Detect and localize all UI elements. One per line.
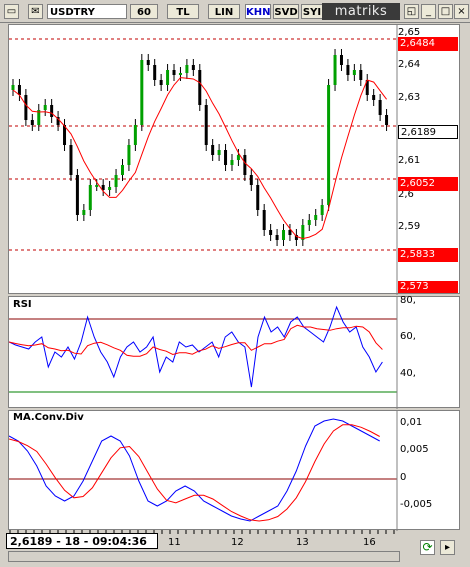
macd-signal-line	[9, 424, 380, 522]
matriks-logo: matriks	[322, 3, 400, 20]
macd-title: MA.Conv.Div	[13, 412, 84, 423]
date-label: 12	[231, 537, 244, 548]
tl-button[interactable]: TL	[167, 4, 199, 19]
level-tag: 2,6484	[398, 37, 458, 51]
macd-line	[9, 418, 380, 522]
status-readout: 2,6189 - 18 - 09:04:36	[6, 533, 158, 549]
price-panel	[8, 24, 460, 295]
macd-tick: -0,005	[400, 499, 433, 510]
khn-button[interactable]: KHN	[245, 4, 271, 19]
level-tag: 2,573	[398, 281, 458, 293]
price-chart	[9, 25, 398, 295]
maximize-icon[interactable]: □	[438, 4, 453, 19]
zoom-icon[interactable]: ◱	[404, 4, 419, 19]
price-tick: 2,65	[398, 27, 421, 38]
minimize-icon[interactable]: _	[421, 4, 436, 19]
rsi-panel	[8, 296, 460, 409]
refresh-icon[interactable]: ⟳	[420, 540, 435, 555]
rsi-tick: 60,	[400, 331, 416, 342]
price-tick: 2,6	[398, 189, 414, 200]
price-tick: 2,64	[398, 59, 421, 70]
current-price-tag: 2,6189	[398, 125, 458, 139]
moving-average-line	[12, 77, 387, 240]
window-icon[interactable]: ▭	[4, 4, 19, 19]
date-label: 16	[363, 537, 376, 548]
level-tag: 2,5833	[398, 248, 458, 262]
rsi-signal-line	[9, 324, 383, 357]
rsi-chart	[9, 297, 398, 409]
rsi-tick: 40,	[400, 368, 416, 379]
expand-icon[interactable]: ▸	[440, 540, 455, 555]
macd-tick: 0	[400, 472, 407, 483]
period-button[interactable]: 60	[130, 4, 158, 19]
symbol-field[interactable]: USDTRY	[47, 4, 127, 19]
svd-button[interactable]: SVD	[273, 4, 299, 19]
macd-tick: 0,01	[400, 417, 423, 428]
chart-toolbar: ▭ ✉ USDTRY 60 TL LIN KHN SVD SYI matriks…	[0, 0, 470, 23]
date-label: 13	[296, 537, 309, 548]
horizontal-scrollbar[interactable]	[8, 551, 400, 562]
macd-panel	[8, 410, 460, 531]
macd-tick: 0,005	[400, 444, 429, 455]
lin-button[interactable]: LIN	[208, 4, 240, 19]
price-tick: 2,61	[398, 155, 421, 166]
rsi-title: RSI	[13, 299, 32, 310]
macd-chart	[9, 411, 398, 531]
price-tick: 2,59	[398, 221, 421, 232]
price-tick: 2,63	[398, 92, 421, 103]
rsi-tick: 80,	[400, 295, 416, 306]
close-icon[interactable]: ×	[454, 4, 469, 19]
date-label: 11	[168, 537, 181, 548]
rsi-line	[9, 305, 383, 388]
level-tag: 2,6052	[398, 177, 458, 191]
syi-button[interactable]: SYI	[301, 4, 323, 19]
envelope-icon[interactable]: ✉	[28, 4, 43, 19]
